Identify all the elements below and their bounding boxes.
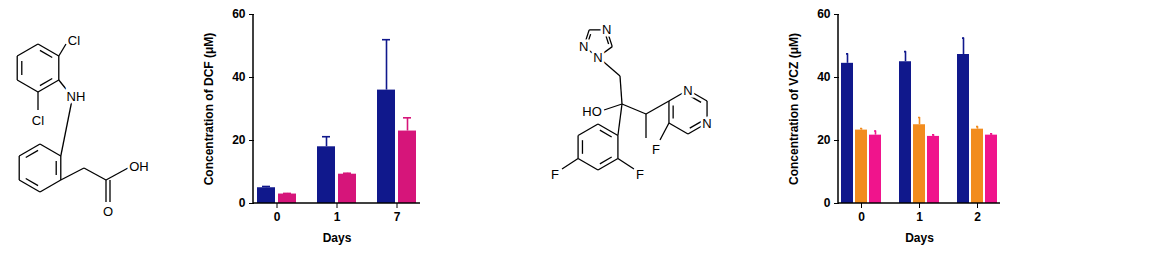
svg-text:Cl: Cl bbox=[68, 33, 80, 48]
svg-text:0: 0 bbox=[858, 210, 865, 224]
svg-text:O: O bbox=[103, 204, 113, 219]
svg-text:1: 1 bbox=[916, 210, 923, 224]
svg-text:Cl: Cl bbox=[32, 113, 44, 128]
svg-text:Days: Days bbox=[323, 231, 352, 245]
svg-text:OH: OH bbox=[129, 159, 149, 174]
svg-text:0: 0 bbox=[239, 196, 246, 210]
svg-text:40: 40 bbox=[817, 70, 831, 84]
svg-text:N: N bbox=[602, 22, 611, 37]
svg-text:NH: NH bbox=[67, 89, 86, 104]
svg-text:20: 20 bbox=[232, 133, 246, 147]
svg-text:Days: Days bbox=[905, 231, 934, 245]
svg-text:HO: HO bbox=[582, 104, 602, 119]
svg-text:60: 60 bbox=[232, 7, 246, 21]
svg-text:N: N bbox=[593, 50, 602, 65]
svg-text:F: F bbox=[652, 142, 660, 157]
svg-text:2: 2 bbox=[974, 210, 981, 224]
svg-text:N: N bbox=[702, 116, 711, 131]
svg-text:Concentration of DCF (μM): Concentration of DCF (μM) bbox=[202, 33, 216, 186]
svg-text:0: 0 bbox=[274, 210, 281, 224]
svg-text:Concentration of VCZ (μM): Concentration of VCZ (μM) bbox=[787, 33, 801, 185]
svg-text:N: N bbox=[683, 83, 692, 98]
svg-text:7: 7 bbox=[394, 210, 401, 224]
svg-text:60: 60 bbox=[817, 7, 831, 21]
svg-text:N: N bbox=[579, 39, 588, 54]
svg-text:1: 1 bbox=[334, 210, 341, 224]
svg-text:40: 40 bbox=[232, 70, 246, 84]
svg-text:20: 20 bbox=[817, 133, 831, 147]
svg-text:0: 0 bbox=[824, 196, 831, 210]
svg-text:F: F bbox=[636, 167, 644, 182]
svg-text:F: F bbox=[551, 167, 559, 182]
